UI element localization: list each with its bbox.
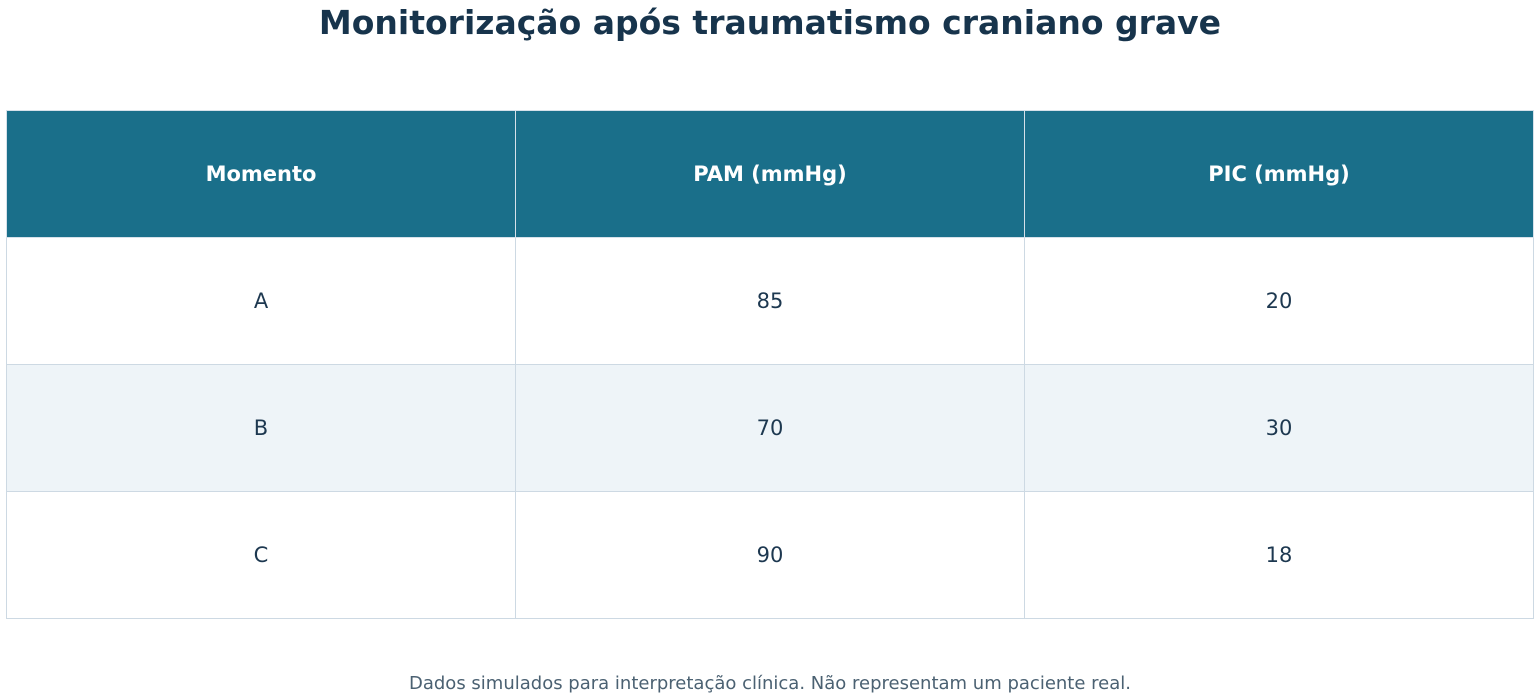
footnote: Dados simulados para interpretação clíni… [408,673,1131,694]
cell-pam: 70 [515,364,1025,492]
cell-pam: 90 [515,491,1025,619]
table-row: B 70 30 [6,364,1534,492]
table-header-row: Momento PAM (mmHg) PIC (mmHg) [6,110,1534,238]
cell-pic: 20 [1024,237,1534,365]
cell-pam: 85 [515,237,1025,365]
cell-pic: 18 [1024,491,1534,619]
page-title: Monitorização após traumatismo craniano … [318,3,1222,42]
column-header-pam: PAM (mmHg) [515,110,1025,238]
table-row: C 90 18 [6,491,1534,619]
table-row: A 85 20 [6,237,1534,365]
cell-momento: A [6,237,516,365]
data-table: Momento PAM (mmHg) PIC (mmHg) A 85 20 B … [6,110,1534,619]
cell-pic: 30 [1024,364,1534,492]
column-header-pic: PIC (mmHg) [1024,110,1534,238]
cell-momento: B [6,364,516,492]
column-header-momento: Momento [6,110,516,238]
cell-momento: C [6,491,516,619]
data-table-container: Momento PAM (mmHg) PIC (mmHg) A 85 20 B … [6,110,1534,619]
